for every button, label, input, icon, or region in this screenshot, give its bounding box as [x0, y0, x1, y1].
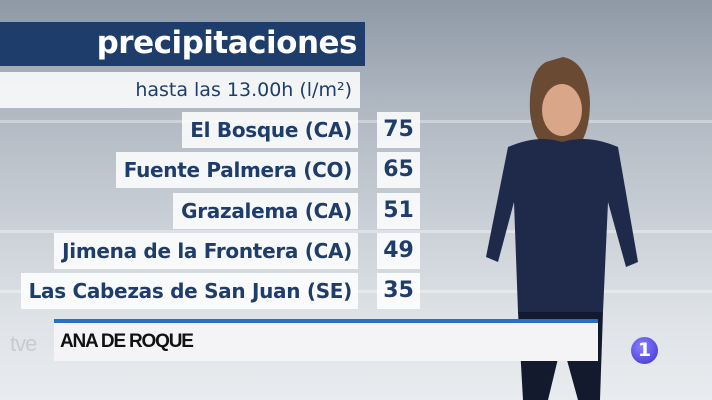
precipitation-value: 49	[377, 233, 420, 269]
location-name: Fuente Palmera (CO)	[115, 152, 358, 188]
presenter-name-caption: ANA DE ROQUE	[54, 323, 598, 361]
background-water	[0, 230, 712, 233]
location-name: Las Cabezas de San Juan (SE)	[20, 273, 358, 309]
precipitation-value: 65	[377, 152, 420, 188]
graphic-subtitle: hasta las 13.00h (l/m²)	[0, 72, 360, 108]
table-row: Las Cabezas de San Juan (SE) 35	[0, 273, 420, 309]
location-name: El Bosque (CA)	[182, 112, 358, 148]
lower-third-accent-line	[54, 319, 598, 323]
precipitation-value: 75	[377, 112, 420, 148]
table-row: Grazalema (CA) 51	[0, 193, 420, 229]
precipitation-value: 51	[377, 193, 420, 229]
table-row: Jimena de la Frontera (CA) 49	[0, 233, 420, 269]
la1-channel-logo: 1	[631, 337, 658, 364]
tve-logo: tve	[10, 331, 37, 356]
table-row: Fuente Palmera (CO) 65	[0, 152, 420, 188]
graphic-title: precipitaciones	[0, 22, 365, 66]
precipitation-value: 35	[377, 273, 420, 309]
table-row: El Bosque (CA) 75	[0, 112, 420, 148]
location-name: Jimena de la Frontera (CA)	[54, 233, 358, 269]
location-name: Grazalema (CA)	[173, 193, 358, 229]
